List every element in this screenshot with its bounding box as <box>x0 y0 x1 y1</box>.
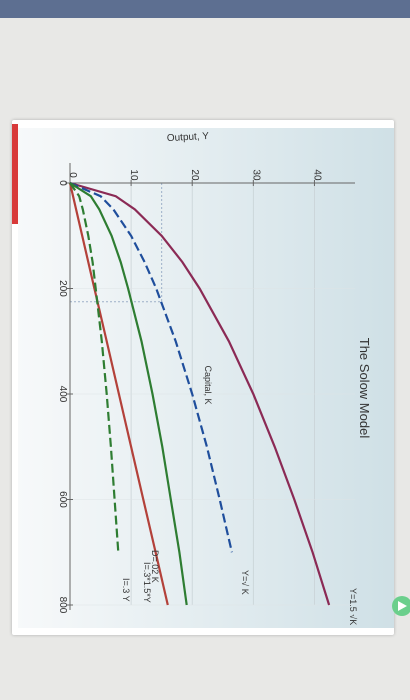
capital-tick-label: 200 <box>57 280 68 297</box>
capital-tick-label: 400 <box>57 386 68 403</box>
series-line-2 <box>69 181 233 553</box>
series-line-5 <box>69 182 120 553</box>
chart-background <box>18 128 394 628</box>
progress-marker <box>12 124 18 224</box>
series-label-s3: D=.02 K <box>150 550 160 583</box>
top-bar <box>0 0 410 18</box>
label-layer: Y=1.5 √K Y=√ K D=.02 KI=.3*1.5*Y I=.3 Y <box>121 550 358 625</box>
capital-tick-label: 0 <box>57 180 68 186</box>
output-tick-label: 0 <box>67 172 78 178</box>
output-tick-label: 10 <box>128 169 139 181</box>
series-label-s1: Y=1.5 √K <box>348 588 358 625</box>
chart-title: The Solow Model <box>357 338 372 439</box>
series-label-s2: Y=√ K <box>240 570 250 595</box>
series-label-s4: I=.3*1.5*Y <box>142 562 152 603</box>
output-tick-label: 40 <box>311 169 322 181</box>
series-layer <box>68 181 331 606</box>
series-line-3 <box>68 182 169 606</box>
series-line-4 <box>69 182 188 606</box>
output-tick-label: 20 <box>189 169 200 181</box>
output-tick-label: 30 <box>250 169 261 181</box>
y-axis-title: Output, Y <box>167 131 210 144</box>
capital-tick-label: 800 <box>57 597 68 614</box>
play-icon[interactable] <box>398 601 407 611</box>
x-axis-title: Capital, K <box>203 365 213 404</box>
capital-tick-label: 600 <box>57 491 68 508</box>
series-line-1 <box>69 181 331 606</box>
series-label-s5: I=.3 Y <box>121 578 131 602</box>
